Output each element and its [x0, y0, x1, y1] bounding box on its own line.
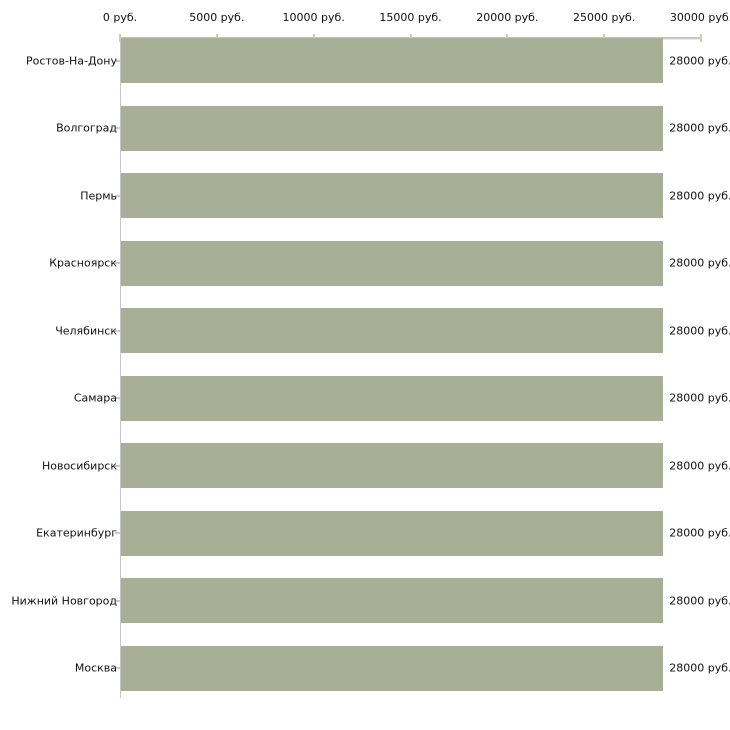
value-label: 28000 руб.: [669, 661, 730, 675]
category-tick: [115, 464, 120, 467]
category-label: Красноярск: [49, 256, 117, 270]
bar: [121, 173, 664, 218]
bar: [121, 38, 664, 83]
value-label: 28000 руб.: [669, 121, 730, 135]
x-axis-tick: [700, 34, 702, 42]
category-tick: [115, 329, 120, 332]
bar: [121, 578, 664, 623]
category-tick: [115, 194, 120, 197]
value-label: 28000 руб.: [669, 189, 730, 202]
x-axis-tick-label: 15000 руб.: [379, 11, 442, 24]
category-label: Москва: [74, 661, 117, 675]
x-axis-tick-label: 10000 руб.: [282, 11, 345, 24]
category-tick: [115, 599, 120, 602]
bar: [121, 510, 664, 556]
category-tick: [115, 127, 120, 129]
category-label: Пермь: [80, 189, 117, 202]
x-axis-tick-label: 20000 руб.: [476, 11, 539, 24]
bar: [121, 645, 664, 691]
y-axis-line: [120, 37, 121, 698]
value-label: 28000 руб.: [669, 594, 730, 607]
bar: [121, 240, 664, 286]
category-tick: [115, 667, 120, 669]
category-label: Екатеринбург: [36, 526, 117, 540]
x-axis-tick-label: 5000 руб.: [189, 11, 245, 24]
x-axis-tick: [119, 34, 121, 42]
bar: [121, 375, 664, 421]
category-tick: [115, 59, 120, 62]
bar: [121, 308, 664, 353]
category-tick: [115, 397, 120, 399]
x-axis-tick-label: 25000 руб.: [573, 11, 636, 24]
value-label: 28000 руб.: [669, 54, 730, 67]
value-label: 28000 руб.: [669, 459, 730, 472]
category-tick: [115, 532, 120, 534]
category-label: Волгоград: [56, 121, 117, 135]
x-axis-tick-label: 30000 руб.: [669, 11, 730, 24]
category-label: Нижний Новгород: [11, 594, 117, 607]
bar: [121, 105, 664, 151]
category-label: Ростов-На-Дону: [25, 54, 117, 67]
value-label: 28000 руб.: [669, 324, 730, 337]
bar: [121, 443, 664, 488]
value-label: 28000 руб.: [669, 526, 730, 540]
category-label: Самара: [73, 391, 117, 405]
category-label: Новосибирск: [41, 459, 117, 472]
x-axis-tick-label: 0 руб.: [102, 11, 138, 24]
value-label: 28000 руб.: [669, 391, 730, 405]
category-label: Челябинск: [55, 324, 117, 337]
value-label: 28000 руб.: [669, 256, 730, 270]
category-tick: [115, 262, 120, 264]
